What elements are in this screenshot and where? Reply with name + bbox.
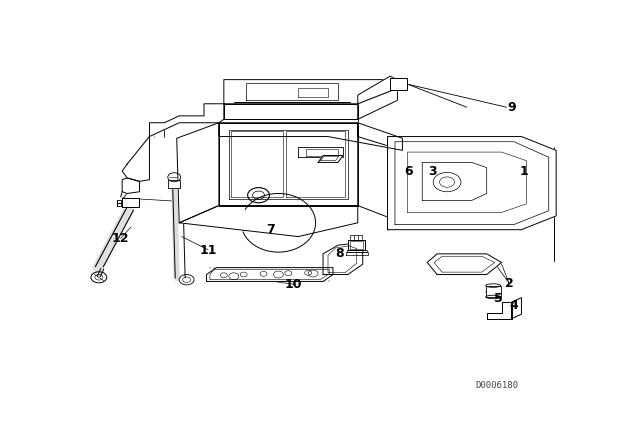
- Text: 10: 10: [285, 278, 302, 291]
- Polygon shape: [390, 78, 408, 90]
- Text: D0006180: D0006180: [475, 381, 518, 390]
- Text: 5: 5: [493, 292, 502, 305]
- Polygon shape: [219, 123, 403, 151]
- Polygon shape: [224, 104, 358, 119]
- Polygon shape: [219, 123, 358, 206]
- Polygon shape: [318, 155, 343, 163]
- Polygon shape: [428, 254, 502, 275]
- Polygon shape: [511, 297, 522, 319]
- Polygon shape: [323, 244, 363, 275]
- Polygon shape: [179, 206, 358, 237]
- Text: 11: 11: [199, 244, 217, 257]
- Polygon shape: [346, 252, 367, 255]
- Polygon shape: [347, 250, 367, 253]
- Polygon shape: [150, 104, 224, 137]
- Polygon shape: [358, 88, 397, 119]
- Polygon shape: [388, 137, 556, 230]
- Polygon shape: [122, 137, 150, 181]
- Text: 6: 6: [404, 164, 413, 177]
- Polygon shape: [177, 123, 219, 223]
- Text: 2: 2: [505, 277, 513, 290]
- Polygon shape: [207, 267, 333, 281]
- Polygon shape: [486, 285, 500, 297]
- Polygon shape: [358, 76, 397, 104]
- Polygon shape: [348, 240, 365, 250]
- Polygon shape: [168, 180, 180, 188]
- Text: 4: 4: [509, 299, 518, 312]
- Text: 12: 12: [112, 232, 129, 245]
- Text: 8: 8: [335, 247, 344, 260]
- Text: 3: 3: [428, 164, 436, 177]
- Polygon shape: [358, 123, 403, 223]
- Polygon shape: [122, 198, 138, 207]
- Polygon shape: [122, 178, 140, 194]
- Text: 7: 7: [267, 223, 275, 236]
- Text: 1: 1: [520, 164, 528, 177]
- Polygon shape: [224, 80, 397, 104]
- Text: 9: 9: [508, 101, 516, 114]
- Polygon shape: [486, 302, 511, 319]
